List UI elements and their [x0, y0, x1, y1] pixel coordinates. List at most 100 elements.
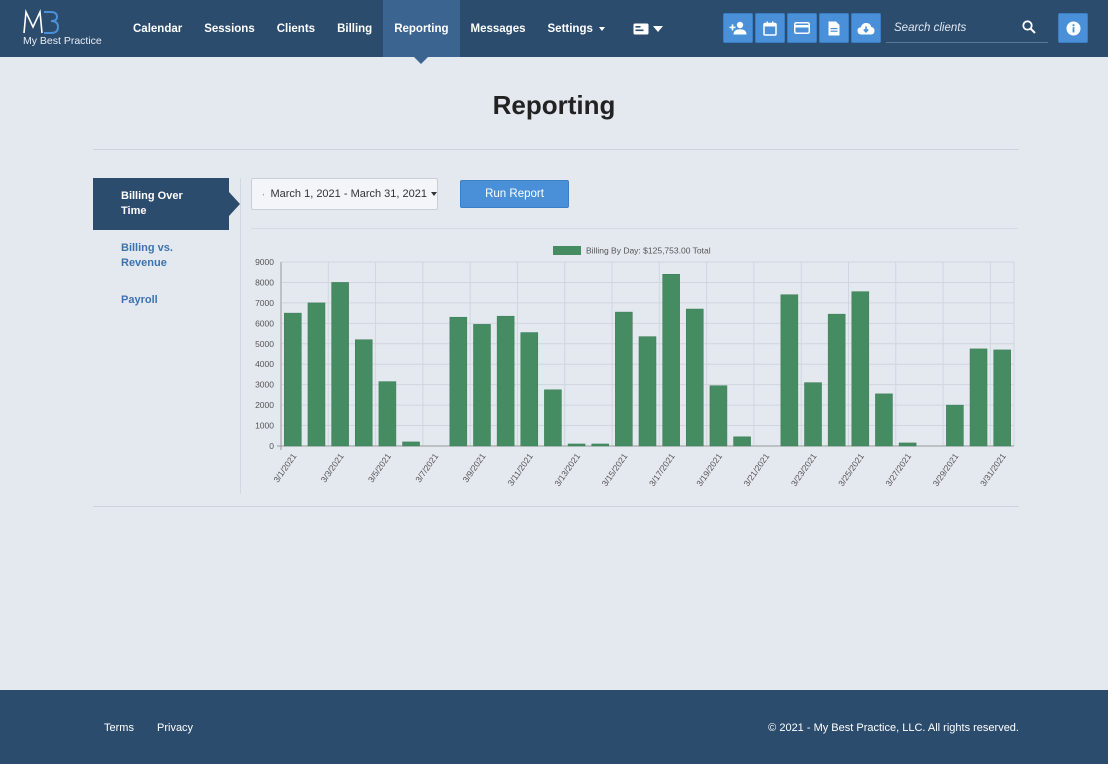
date-range-picker[interactable]: March 1, 2021 - March 31, 2021	[251, 178, 438, 210]
bar	[473, 324, 491, 447]
bar	[567, 443, 586, 447]
date-range-value: March 1, 2021 - March 31, 2021	[270, 188, 427, 200]
download-button[interactable]	[851, 13, 881, 43]
footer: Terms Privacy © 2021 - My Best Practice,…	[0, 690, 1108, 764]
page-title: Reporting	[492, 90, 616, 120]
x-tick-label: 3/7/2021	[413, 451, 440, 484]
bar	[449, 316, 468, 447]
logo-mark-icon	[23, 9, 60, 34]
legend-swatch	[553, 246, 581, 255]
brand-name: My Best Practice	[23, 35, 102, 47]
bar	[709, 385, 728, 447]
bar	[851, 291, 870, 447]
chevron-down-icon	[431, 192, 437, 196]
nav-settings[interactable]: Settings	[537, 0, 616, 57]
divider	[93, 506, 1019, 507]
add-client-button[interactable]	[723, 13, 753, 43]
x-tick-label: 3/27/2021	[883, 451, 913, 488]
y-tick-label: 6000	[255, 318, 274, 328]
bar	[331, 282, 349, 447]
cloud-download-icon	[857, 22, 875, 34]
bar	[946, 404, 964, 447]
x-tick-label: 3/15/2021	[600, 451, 630, 488]
x-tick-label: 3/31/2021	[978, 451, 1008, 488]
bar	[615, 311, 633, 447]
run-report-button[interactable]: Run Report	[460, 180, 569, 208]
sidebar-item-billing-over-time[interactable]: Billing Over Time	[93, 178, 240, 230]
x-tick-label: 3/9/2021	[460, 451, 487, 484]
bar	[591, 443, 609, 447]
payment-button[interactable]	[787, 13, 817, 43]
y-tick-label: 8000	[255, 277, 274, 287]
billing-bar-chart: 0 1000 2000 3000 4000 5000 6000 7000 8000 9000 3/1…	[255, 246, 1015, 488]
bar	[307, 302, 326, 447]
nav-settings-label: Settings	[547, 22, 593, 35]
bar	[780, 294, 799, 447]
bar	[969, 348, 988, 447]
copyright: © 2021 - My Best Practice, LLC. All righ…	[768, 722, 1019, 734]
y-tick-label: 5000	[255, 339, 274, 349]
bar	[733, 436, 751, 447]
nav-sessions[interactable]: Sessions	[204, 22, 255, 35]
bar	[804, 382, 822, 447]
y-tick-label: 4000	[255, 359, 274, 369]
client-search	[886, 13, 1048, 43]
calendar-icon	[763, 21, 777, 36]
credit-card-icon	[794, 22, 810, 34]
info-button[interactable]	[1058, 13, 1088, 43]
y-tick-label: 9000	[255, 257, 274, 267]
bar	[544, 389, 562, 447]
sidebar-divider	[240, 178, 241, 494]
bar	[354, 339, 373, 447]
x-tick-label: 3/1/2021	[271, 451, 298, 484]
search-input[interactable]	[894, 19, 1019, 37]
bar	[875, 393, 893, 447]
id-card-menu[interactable]	[616, 0, 674, 57]
x-tick-label: 3/5/2021	[366, 451, 393, 484]
chevron-down-icon	[652, 25, 663, 32]
add-client-icon	[729, 21, 747, 35]
nav-calendar[interactable]: Calendar	[133, 22, 183, 35]
main-nav: Calendar Sessions Clients Billing Report…	[122, 0, 674, 64]
calendar-icon	[263, 193, 265, 195]
top-navbar: My Best Practice Calendar Sessions Clien…	[0, 0, 1108, 64]
bar	[496, 315, 515, 447]
nav-reporting[interactable]: Reporting	[383, 0, 460, 64]
bar	[638, 336, 657, 447]
sidebar-item-billing-vs-revenue[interactable]: Billing vs. Revenue	[93, 241, 229, 271]
nav-messages[interactable]: Messages	[470, 22, 526, 35]
nav-clients[interactable]: Clients	[276, 22, 316, 35]
x-tick-label: 3/19/2021	[694, 451, 724, 488]
document-icon	[828, 21, 840, 35]
bar	[520, 332, 539, 447]
terms-link[interactable]: Terms	[104, 722, 134, 734]
y-tick-label: 2000	[255, 400, 274, 410]
x-tick-label: 3/25/2021	[836, 451, 866, 488]
privacy-link[interactable]: Privacy	[157, 722, 194, 734]
search-icon[interactable]	[1022, 20, 1036, 34]
bar	[662, 274, 680, 447]
x-tick-label: 3/3/2021	[319, 451, 346, 484]
bar	[898, 442, 917, 447]
y-tick-label: 0	[269, 441, 274, 451]
x-tick-label: 3/17/2021	[647, 451, 677, 488]
logo[interactable]: My Best Practice	[22, 9, 112, 49]
document-button[interactable]	[819, 13, 849, 43]
nav-billing[interactable]: Billing	[337, 22, 373, 35]
sidebar-item-label: Billing vs. Revenue	[121, 242, 173, 269]
bar	[993, 349, 1011, 447]
x-tick-label: 3/29/2021	[931, 451, 961, 488]
y-tick-label: 3000	[255, 380, 274, 390]
x-tick-label: 3/13/2021	[552, 451, 582, 488]
bar	[402, 441, 420, 447]
chevron-down-icon	[598, 26, 605, 31]
sidebar-item-payroll[interactable]: Payroll	[93, 293, 229, 308]
divider	[93, 149, 1019, 150]
info-icon	[1066, 21, 1080, 35]
calendar-button[interactable]	[755, 13, 785, 43]
bar	[686, 308, 704, 447]
y-tick-label: 7000	[255, 298, 274, 308]
sidebar-item-label: Payroll	[121, 294, 158, 306]
legend-label: Billing By Day: $125,753.00 Total	[586, 246, 711, 256]
id-card-icon	[633, 23, 649, 34]
